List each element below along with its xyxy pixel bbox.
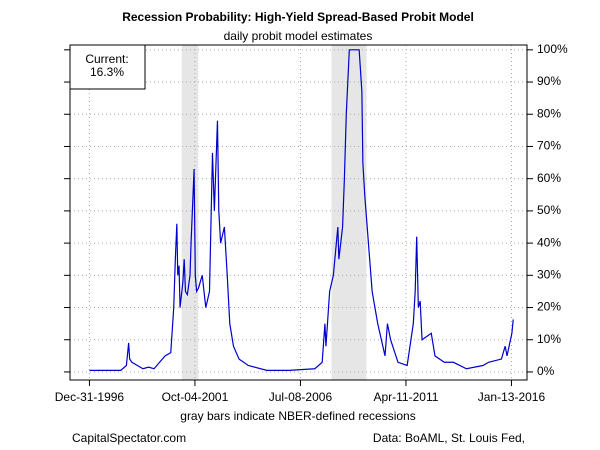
y-tick-label: 50% bbox=[537, 203, 561, 217]
y-tick-label: 40% bbox=[537, 235, 561, 249]
source-left: CapitalSpectator.com bbox=[72, 431, 186, 445]
y-tick-label: 60% bbox=[537, 171, 561, 185]
plot-frame bbox=[69, 44, 528, 381]
y-tick-label: 90% bbox=[537, 74, 561, 88]
y-tick-label: 10% bbox=[537, 332, 561, 346]
y-tick-label: 70% bbox=[537, 139, 561, 153]
x-tick-label: Jul-08-2006 bbox=[269, 390, 333, 404]
annotation-box bbox=[69, 44, 146, 90]
data-line bbox=[89, 49, 514, 371]
x-tick-label: Apr-11-2011 bbox=[373, 390, 438, 404]
annotation-text: 16.3% bbox=[90, 65, 124, 79]
chart-subtitle: daily probit model estimates bbox=[224, 29, 373, 43]
recession-bar bbox=[181, 45, 199, 380]
annotation-text: Current: bbox=[85, 52, 128, 66]
y-tick-label: 20% bbox=[537, 300, 561, 314]
y-tick-label: 100% bbox=[537, 42, 568, 56]
y-tick-label: 80% bbox=[537, 106, 561, 120]
y-tick-label: 30% bbox=[537, 267, 561, 281]
chart-title: Recession Probability: High-Yield Spread… bbox=[122, 10, 474, 24]
x-tick-label: Jan-13-2016 bbox=[478, 390, 546, 404]
y-tick-label: 0% bbox=[537, 364, 555, 378]
x-tick-label: Dec-31-1996 bbox=[55, 390, 125, 404]
x-tick-label: Oct-04-2001 bbox=[162, 390, 229, 404]
source-right: Data: BoAML, St. Louis Fed, bbox=[373, 431, 525, 445]
x-axis-label: gray bars indicate NBER-defined recessio… bbox=[180, 409, 415, 423]
recession-bar bbox=[331, 45, 367, 380]
